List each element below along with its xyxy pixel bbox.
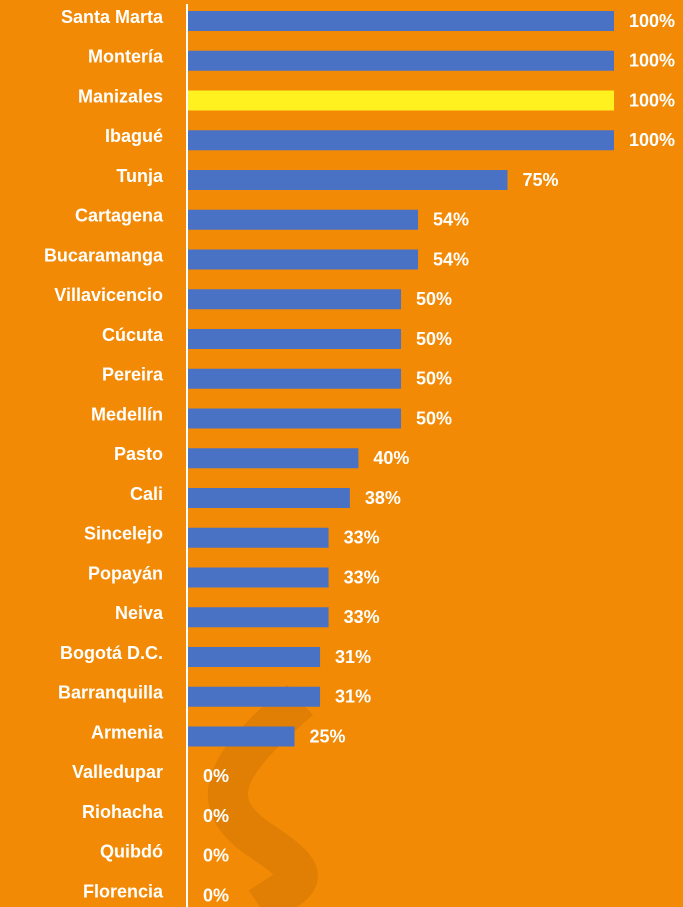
- category-label: Santa Marta: [61, 7, 164, 27]
- value-label: 50%: [416, 329, 452, 349]
- bar: [188, 567, 329, 588]
- value-label: 0%: [203, 885, 229, 905]
- value-label: 54%: [433, 210, 469, 230]
- bar: [188, 249, 419, 270]
- value-label: 38%: [365, 488, 401, 508]
- category-label: Villavicencio: [54, 285, 163, 305]
- value-label: 100%: [629, 51, 675, 71]
- category-label: Cartagena: [75, 206, 164, 226]
- value-label: 0%: [203, 766, 229, 786]
- value-label: 33%: [344, 528, 380, 548]
- bar: [188, 408, 401, 429]
- category-label: Pasto: [114, 444, 163, 464]
- bar: [188, 448, 359, 469]
- category-label: Tunja: [116, 166, 164, 186]
- category-label: Riohacha: [82, 802, 164, 822]
- bar: [188, 607, 329, 628]
- category-label: Bucaramanga: [44, 245, 164, 265]
- category-label: Montería: [88, 47, 164, 67]
- category-label: Cali: [130, 484, 163, 504]
- category-label: Medellín: [91, 404, 163, 424]
- bar: [188, 209, 419, 230]
- category-label: Cúcuta: [102, 325, 164, 345]
- value-label: 25%: [310, 726, 346, 746]
- value-label: 0%: [203, 846, 229, 866]
- bar: [188, 647, 321, 667]
- category-label: Neiva: [115, 603, 164, 623]
- category-label: Barranquilla: [58, 683, 164, 703]
- value-label: 50%: [416, 369, 452, 389]
- category-label: Sincelejo: [84, 524, 163, 544]
- bar: [188, 90, 614, 111]
- value-label: 33%: [344, 567, 380, 587]
- bar: [188, 368, 401, 389]
- category-label: Valledupar: [72, 762, 163, 782]
- value-label: 50%: [416, 408, 452, 428]
- bar: [188, 488, 350, 508]
- value-label: 50%: [416, 289, 452, 309]
- category-label: Pereira: [102, 365, 164, 385]
- value-label: 31%: [335, 647, 371, 667]
- value-label: 40%: [373, 448, 409, 468]
- bar: [188, 11, 614, 31]
- category-label: Florencia: [83, 881, 164, 901]
- value-label: 100%: [629, 11, 675, 31]
- category-label: Bogotá D.C.: [60, 643, 163, 663]
- value-label: 54%: [433, 249, 469, 269]
- category-label: Ibagué: [105, 126, 163, 146]
- bar: [188, 289, 401, 310]
- category-label: Quibdó: [100, 842, 163, 862]
- category-label: Manizales: [78, 86, 163, 106]
- bar: [188, 50, 614, 71]
- value-label: 100%: [629, 90, 675, 110]
- category-label: Popayán: [88, 563, 163, 583]
- value-label: 75%: [523, 170, 559, 190]
- bar: [188, 130, 614, 151]
- value-label: 31%: [335, 687, 371, 707]
- value-label: 0%: [203, 806, 229, 826]
- value-label: 33%: [344, 607, 380, 627]
- bar: [188, 170, 508, 190]
- bar: [188, 527, 329, 548]
- bar: [188, 686, 321, 707]
- bar: [188, 726, 295, 747]
- value-label: 100%: [629, 130, 675, 150]
- category-label: Armenia: [91, 722, 164, 742]
- bar: [188, 329, 401, 349]
